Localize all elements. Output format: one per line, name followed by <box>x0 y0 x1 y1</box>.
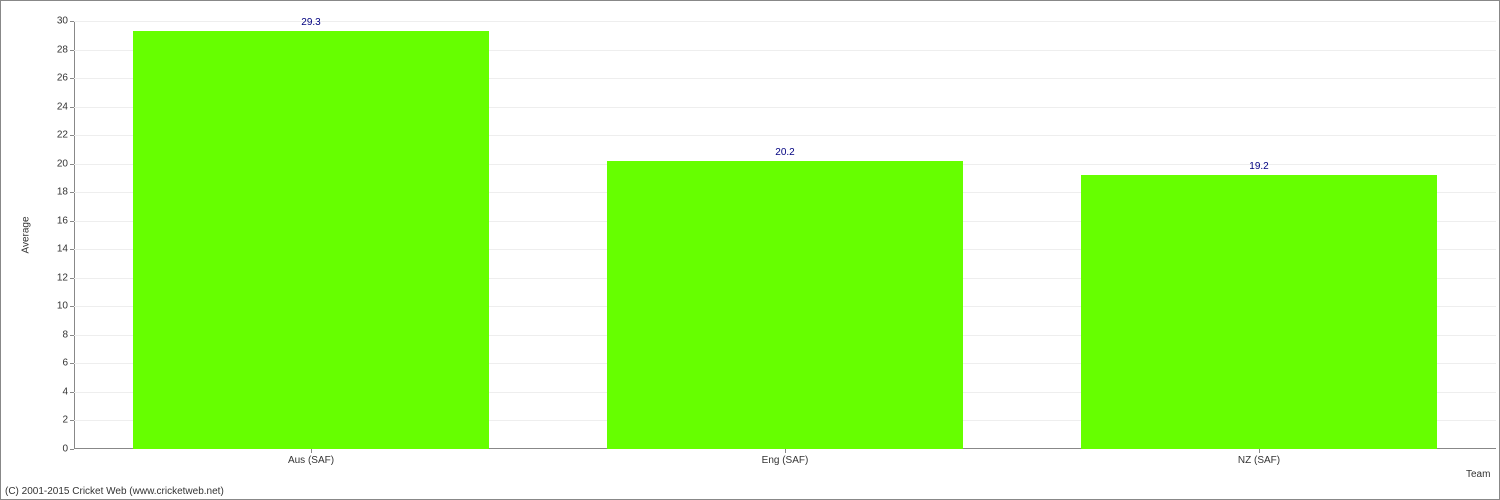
bar-value-label: 19.2 <box>1249 161 1268 172</box>
x-tick-mark <box>785 449 786 453</box>
y-tick-mark <box>70 278 74 279</box>
copyright-text: (C) 2001-2015 Cricket Web (www.cricketwe… <box>5 486 224 497</box>
y-tick-label: 22 <box>57 130 68 141</box>
y-tick-mark <box>70 249 74 250</box>
y-tick-mark <box>70 50 74 51</box>
y-tick-label: 14 <box>57 244 68 255</box>
y-tick-mark <box>70 449 74 450</box>
y-tick-label: 20 <box>57 158 68 169</box>
y-tick-mark <box>70 78 74 79</box>
y-tick-mark <box>70 164 74 165</box>
y-tick-mark <box>70 306 74 307</box>
x-tick-label: NZ (SAF) <box>1238 455 1280 466</box>
x-tick-mark <box>311 449 312 453</box>
y-tick-label: 8 <box>62 329 68 340</box>
y-tick-mark <box>70 192 74 193</box>
y-axis-line <box>74 21 75 449</box>
plot-area: 02468101214161820222426283029.3Aus (SAF)… <box>74 21 1496 449</box>
gridline <box>74 21 1496 22</box>
chart-container: 02468101214161820222426283029.3Aus (SAF)… <box>0 0 1500 500</box>
y-tick-label: 4 <box>62 386 68 397</box>
y-tick-label: 18 <box>57 187 68 198</box>
bar-value-label: 29.3 <box>301 17 320 28</box>
x-tick-label: Eng (SAF) <box>762 455 809 466</box>
y-tick-label: 24 <box>57 101 68 112</box>
y-tick-label: 2 <box>62 415 68 426</box>
y-tick-mark <box>70 335 74 336</box>
y-tick-label: 12 <box>57 272 68 283</box>
bar <box>607 161 963 449</box>
y-axis-title: Average <box>21 216 32 253</box>
y-tick-label: 30 <box>57 16 68 27</box>
bar <box>1081 175 1437 449</box>
y-tick-label: 10 <box>57 301 68 312</box>
x-axis-title: Team <box>1466 469 1490 480</box>
y-tick-label: 26 <box>57 73 68 84</box>
y-tick-label: 0 <box>62 444 68 455</box>
y-tick-mark <box>70 107 74 108</box>
y-tick-mark <box>70 221 74 222</box>
y-tick-label: 6 <box>62 358 68 369</box>
x-tick-mark <box>1259 449 1260 453</box>
y-tick-mark <box>70 21 74 22</box>
x-tick-label: Aus (SAF) <box>288 455 334 466</box>
y-tick-mark <box>70 392 74 393</box>
y-tick-label: 16 <box>57 215 68 226</box>
bar-value-label: 20.2 <box>775 147 794 158</box>
bar <box>133 31 489 449</box>
y-tick-mark <box>70 363 74 364</box>
y-tick-mark <box>70 420 74 421</box>
y-tick-mark <box>70 135 74 136</box>
y-tick-label: 28 <box>57 44 68 55</box>
